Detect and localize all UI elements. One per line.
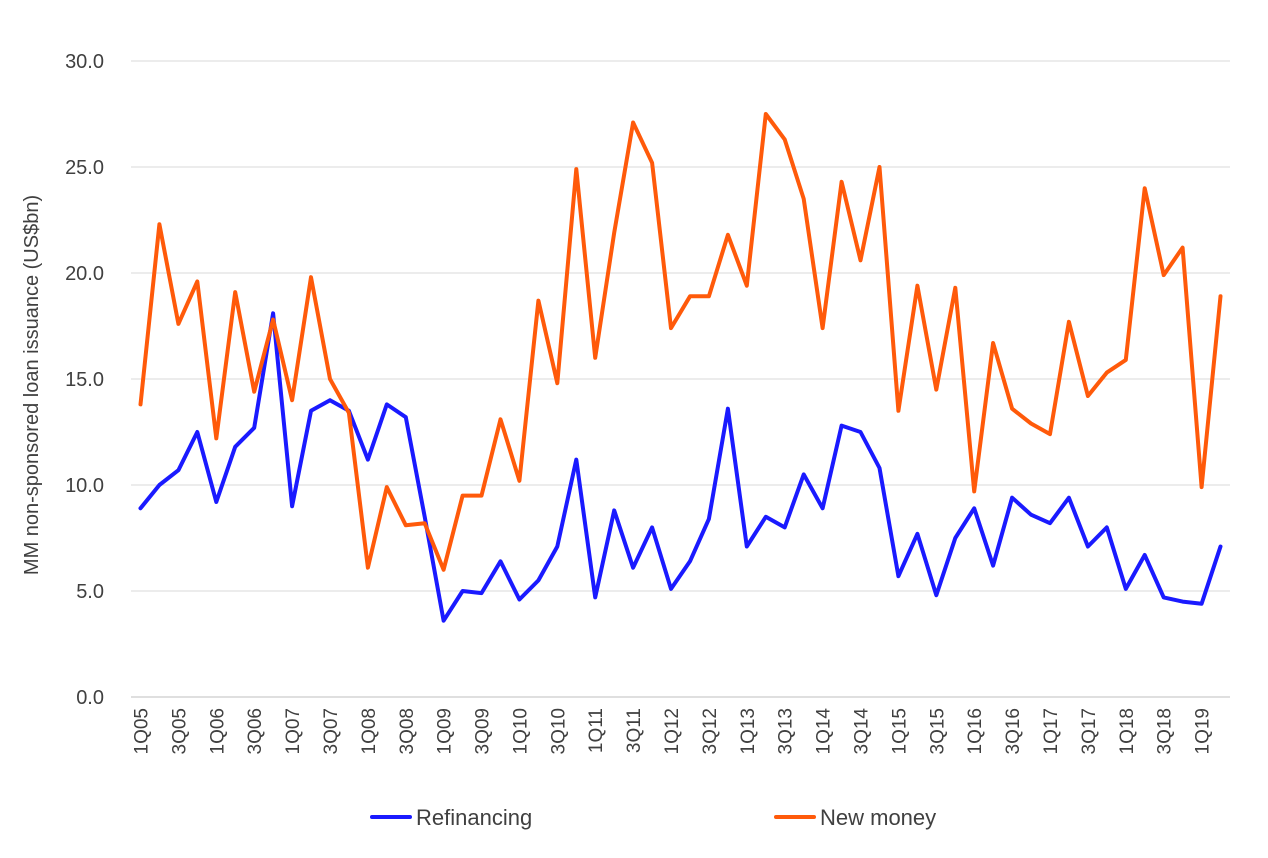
series-line-new-money: [138, 112, 1223, 572]
x-tick-label: 3Q06: [245, 708, 266, 754]
y-tick-label: 30.0: [65, 51, 104, 73]
x-tick-label: 3Q12: [700, 708, 721, 754]
x-tick-label: 3Q15: [927, 708, 948, 754]
x-tick-label: 1Q16: [965, 708, 986, 754]
x-tick-label: 3Q09: [473, 708, 494, 754]
y-tick-label: 15.0: [65, 369, 104, 391]
y-tick-label: 5.0: [76, 581, 104, 603]
x-tick-label: 3Q07: [321, 708, 342, 754]
legend-label: New money: [820, 805, 936, 830]
x-tick-label: 3Q13: [776, 708, 797, 754]
x-tick-label: 1Q08: [359, 708, 380, 754]
legend-label: Refinancing: [416, 805, 532, 830]
gridlines: [131, 60, 1230, 698]
x-tick-label: 3Q05: [169, 708, 190, 754]
x-tick-label: 3Q14: [852, 708, 873, 755]
x-tick-label: 1Q10: [510, 708, 531, 754]
x-tick-label: 1Q18: [1117, 708, 1138, 754]
x-tick-label: 1Q06: [207, 708, 228, 754]
x-tick-label: 1Q13: [738, 708, 759, 754]
x-tick-label: 3Q16: [1003, 708, 1024, 754]
x-tick-label: 1Q19: [1193, 708, 1214, 754]
x-tick-label: 1Q09: [435, 708, 456, 754]
x-tick-label: 3Q08: [397, 708, 418, 754]
x-tick-label: 1Q07: [283, 708, 304, 754]
y-tick-label: 10.0: [65, 475, 104, 497]
x-tick-label: 1Q15: [889, 708, 910, 754]
x-tick-label: 3Q18: [1155, 708, 1176, 754]
series-lines: [138, 112, 1223, 623]
x-tick-label: 1Q11: [586, 708, 607, 753]
x-tick-label: 3Q10: [548, 708, 569, 754]
legend: Refinancing New money: [370, 805, 936, 830]
x-tick-labels: 1Q05 3Q05 1Q06 3Q06 1Q07 3Q07 1Q08 3Q08 1Q09 3Q09…: [131, 708, 1213, 755]
x-tick-label: 3Q11: [624, 708, 645, 753]
x-tick-label: 1Q14: [814, 708, 835, 755]
series-line-refinancing: [138, 311, 1223, 623]
x-tick-label: 1Q17: [1041, 708, 1062, 754]
y-tick-label: 25.0: [65, 157, 104, 179]
y-axis-title: MM non-sponsored loan issuance (US$bn): [21, 195, 43, 575]
x-tick-label: 1Q12: [662, 708, 683, 754]
y-tick-labels: 0.0 5.0 10.0 15.0 20.0 25.0 30.0: [65, 51, 104, 709]
y-tick-label: 0.0: [76, 687, 104, 709]
x-tick-label: 3Q17: [1079, 708, 1100, 754]
x-tick-label: 1Q05: [131, 708, 152, 754]
y-tick-label: 20.0: [65, 263, 104, 285]
